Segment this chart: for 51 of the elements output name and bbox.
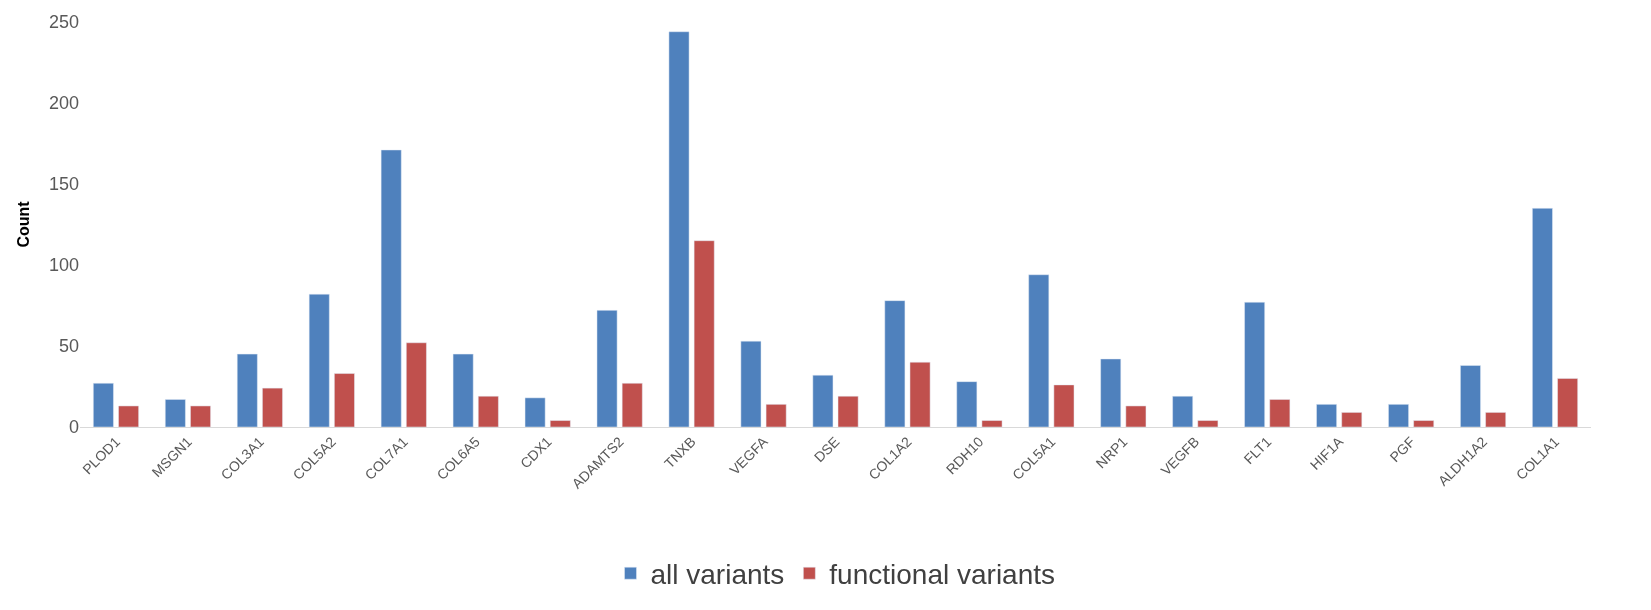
bar bbox=[1485, 412, 1506, 427]
bar bbox=[621, 383, 643, 427]
bar bbox=[909, 361, 931, 427]
bar bbox=[1100, 358, 1122, 427]
bar bbox=[334, 373, 355, 427]
bar bbox=[740, 340, 762, 427]
y-axis-title: Count bbox=[14, 200, 32, 248]
bar bbox=[1341, 412, 1363, 427]
bar bbox=[1244, 302, 1265, 427]
bar bbox=[380, 149, 402, 427]
bar bbox=[1053, 384, 1075, 427]
bar bbox=[1316, 404, 1337, 427]
bar bbox=[478, 395, 499, 427]
bar bbox=[1413, 420, 1435, 427]
bar bbox=[1388, 404, 1409, 427]
y-tick-label: 50 bbox=[58, 336, 79, 357]
bar bbox=[93, 383, 114, 427]
bar bbox=[981, 420, 1003, 427]
bar bbox=[837, 395, 859, 427]
bar bbox=[262, 387, 283, 427]
bar bbox=[1028, 274, 1050, 427]
bar bbox=[956, 381, 978, 427]
bar bbox=[812, 374, 834, 427]
y-tick-label: 250 bbox=[48, 12, 79, 33]
legend-label: all variants bbox=[650, 559, 785, 591]
bar bbox=[693, 240, 715, 427]
bar bbox=[452, 353, 474, 427]
bar bbox=[1197, 420, 1219, 427]
bar bbox=[668, 31, 690, 427]
y-tick-label: 100 bbox=[48, 255, 79, 276]
bar bbox=[1172, 395, 1193, 427]
bar bbox=[1125, 405, 1147, 427]
bar bbox=[308, 293, 330, 427]
bar bbox=[236, 353, 258, 427]
bar bbox=[1269, 399, 1291, 427]
bar bbox=[165, 399, 186, 427]
bar bbox=[118, 405, 139, 427]
y-tick-label: 0 bbox=[68, 417, 79, 438]
bar bbox=[190, 405, 211, 427]
y-tick-label: 200 bbox=[48, 93, 79, 114]
bar bbox=[524, 397, 546, 427]
bar bbox=[549, 420, 571, 427]
bar bbox=[406, 342, 427, 427]
y-tick-label: 150 bbox=[48, 174, 79, 195]
bar bbox=[1532, 208, 1553, 427]
bar bbox=[1460, 365, 1481, 427]
legend-label: functional variants bbox=[829, 559, 1056, 591]
bar bbox=[765, 404, 787, 427]
bar bbox=[884, 300, 906, 427]
bar bbox=[596, 310, 618, 427]
bar bbox=[1557, 378, 1578, 427]
